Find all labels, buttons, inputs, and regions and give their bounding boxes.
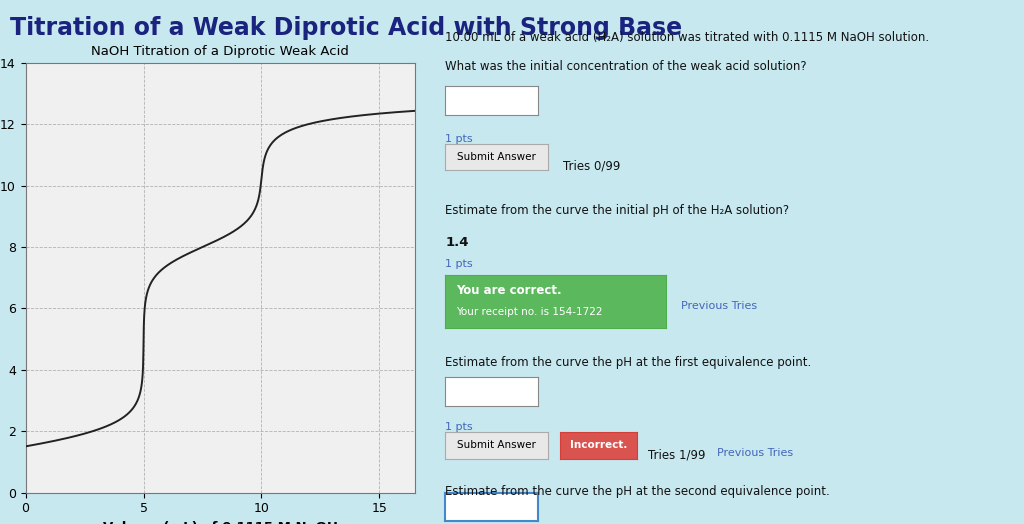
Title: NaOH Titration of a Diprotic Weak Acid: NaOH Titration of a Diprotic Weak Acid <box>91 45 349 58</box>
Text: Submit Answer: Submit Answer <box>457 152 537 162</box>
Text: Estimate from the curve the pH at the second equivalence point.: Estimate from the curve the pH at the se… <box>445 485 830 498</box>
Text: Tries 1/99: Tries 1/99 <box>648 448 706 461</box>
Text: Previous Tries: Previous Tries <box>681 301 757 311</box>
Text: 10.00 mL of a weak acid (H₂A) solution was titrated with 0.1115 M NaOH solution.: 10.00 mL of a weak acid (H₂A) solution w… <box>445 31 930 45</box>
Text: Previous Tries: Previous Tries <box>717 448 793 458</box>
X-axis label: Volume (mL) of 0.1115 M NaOH: Volume (mL) of 0.1115 M NaOH <box>102 521 338 524</box>
Text: Incorrect.: Incorrect. <box>569 440 628 451</box>
Text: 1.4: 1.4 <box>445 236 469 249</box>
Text: 1 pts: 1 pts <box>445 259 473 269</box>
Text: What was the initial concentration of the weak acid solution?: What was the initial concentration of th… <box>445 60 807 73</box>
Text: You are correct.: You are correct. <box>457 285 562 297</box>
Text: Submit Answer: Submit Answer <box>457 440 537 451</box>
Text: Estimate from the curve the initial pH of the H₂A solution?: Estimate from the curve the initial pH o… <box>445 204 790 217</box>
Text: Estimate from the curve the pH at the first equivalence point.: Estimate from the curve the pH at the fi… <box>445 356 812 369</box>
Text: Tries 0/99: Tries 0/99 <box>563 160 621 173</box>
Text: Your receipt no. is 154-1722: Your receipt no. is 154-1722 <box>457 307 603 317</box>
Text: 1 pts: 1 pts <box>445 422 473 432</box>
Text: Titration of a Weak Diprotic Acid with Strong Base: Titration of a Weak Diprotic Acid with S… <box>10 16 682 40</box>
Text: 1 pts: 1 pts <box>445 134 473 144</box>
